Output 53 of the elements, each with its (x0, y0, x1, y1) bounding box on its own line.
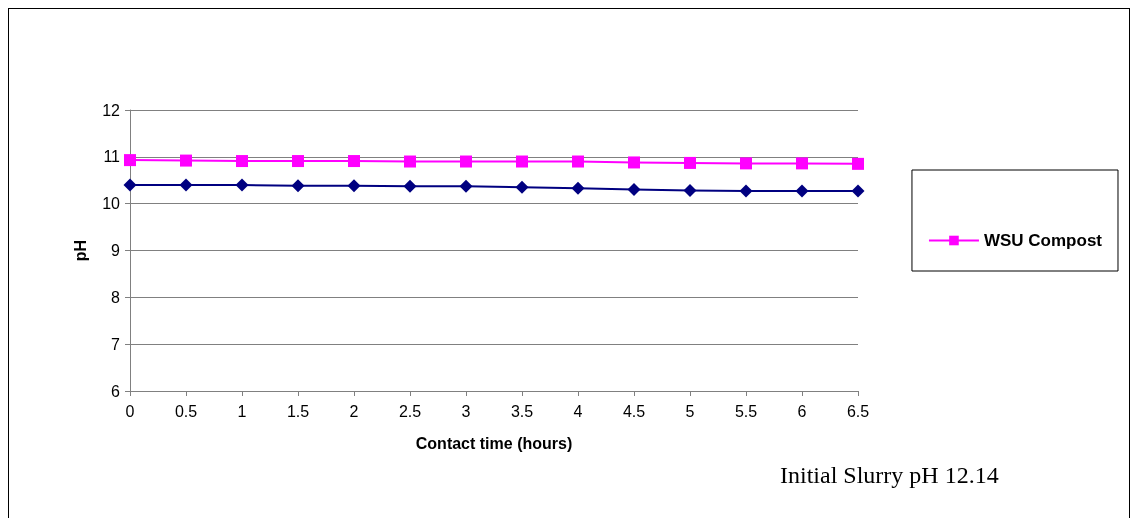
point (852, 157, 864, 170)
point (235, 178, 249, 192)
x-axis-title: Contact time (hours) (415, 434, 573, 452)
y-axis-title: pH (71, 239, 89, 262)
x-tick-label: 4.5 (622, 402, 646, 420)
y-tick-label: 12 (102, 101, 121, 119)
point (796, 157, 808, 170)
point (684, 156, 696, 169)
point (236, 155, 248, 168)
point (627, 183, 641, 197)
point (851, 184, 865, 198)
y-tick-label: 7 (111, 335, 121, 353)
x-tick-label: 3 (461, 402, 471, 420)
x-tick-label: 2.5 (398, 402, 422, 420)
y-tick-label: 8 (111, 288, 121, 306)
point (628, 156, 640, 169)
x-tick-label: 4 (573, 402, 583, 420)
y-tick-label: 10 (102, 195, 121, 213)
x-tick-label: 3.5 (510, 402, 534, 420)
point (459, 179, 473, 193)
x-tick-label: 5.5 (734, 402, 758, 420)
text: Initial Slurry pH 12.14 (780, 462, 999, 489)
x-tick-label: 1.5 (286, 402, 310, 420)
point (403, 179, 417, 193)
point (515, 180, 529, 194)
y-tick-label: 11 (103, 148, 121, 166)
point (516, 155, 528, 168)
y-tick-label: 9 (111, 242, 121, 259)
x-tick-label: 0.5 (174, 402, 198, 420)
point (348, 155, 360, 168)
point (739, 184, 753, 198)
x-tick-label: 2 (349, 402, 359, 420)
x-tick-label: 6.5 (846, 402, 870, 420)
x-tick-label: 0 (125, 402, 135, 420)
x-tick-label: 5 (685, 402, 695, 420)
point (460, 155, 472, 168)
x-tick-label: 6 (797, 402, 807, 420)
point (404, 155, 416, 168)
y-tick-label: 6 (111, 382, 121, 400)
point (347, 179, 361, 193)
point (292, 155, 304, 168)
point (572, 155, 584, 168)
point (124, 154, 136, 167)
legend-label: WSU Compost (983, 231, 1103, 250)
point (123, 178, 137, 192)
point (795, 184, 809, 198)
point (571, 181, 585, 195)
point (740, 157, 752, 170)
point (180, 154, 192, 167)
x-tick-label: 1 (237, 402, 247, 420)
point (291, 179, 305, 193)
point (179, 178, 193, 192)
point (683, 184, 697, 198)
